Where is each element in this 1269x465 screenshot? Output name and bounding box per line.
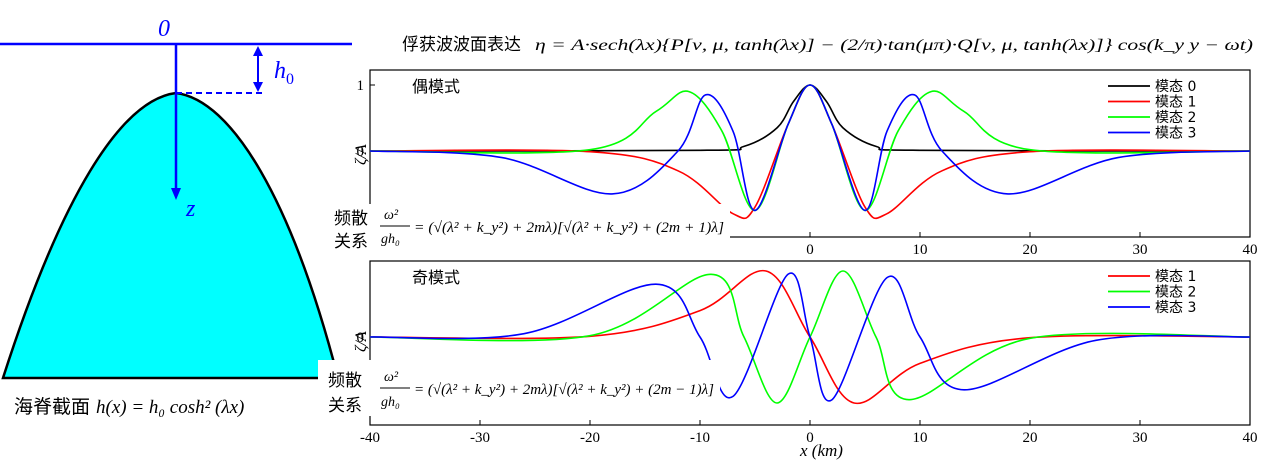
header-title: 俘获波波面表达 <box>402 35 521 55</box>
even-x-tick-label: 40 <box>1243 242 1258 258</box>
header-formula: η = A·sech(λx){P[ν, μ, tanh(λx)] − (2/π)… <box>535 37 1253 54</box>
even-y-tick-label: 0 <box>357 144 365 160</box>
z-axis-arrowhead <box>171 188 181 200</box>
ridge-shape <box>1 91 340 380</box>
odd-legend-label-2: 模态 3 <box>1155 300 1196 316</box>
depth-arrow-bottom <box>253 82 263 92</box>
even-series-line-3 <box>370 84 1250 212</box>
ridge-caption: 海脊截面 h(x) = h₀ cosh² (λx) <box>14 396 244 418</box>
odd-x-tick-label: -20 <box>580 430 600 446</box>
depth-arrow-top <box>253 46 263 56</box>
odd-legend-label-1: 模态 2 <box>1155 285 1196 301</box>
odd-x-tick-label: 20 <box>1023 430 1038 446</box>
z-axis-label: z <box>185 196 196 222</box>
even-x-tick-label: 0 <box>806 242 814 258</box>
even-x-tick-label: 10 <box>913 242 928 258</box>
even-series-lines <box>370 84 1250 220</box>
odd-chart-title: 奇模式 <box>412 268 460 287</box>
odd-x-tick-label: 40 <box>1243 430 1258 446</box>
even-series-line-0 <box>370 84 1250 152</box>
odd-x-tick-label: 0 <box>806 430 814 446</box>
even-dispersion-label-1: 频散 <box>334 209 368 229</box>
even-chart-title: 偶模式 <box>412 77 460 96</box>
even-legend-label-1: 模态 1 <box>1155 95 1196 111</box>
odd-x-tick-label: -30 <box>470 430 490 446</box>
odd-dispersion-relation: 频散 关系 ω² gh₀ = (√(λ² + k_y²) + 2mλ)[√(λ²… <box>318 360 720 416</box>
odd-y-tick-label: 0 <box>357 330 365 346</box>
odd-legend: 模态 1模态 2模态 3 <box>1108 269 1196 316</box>
depth-label: h0 <box>274 58 294 88</box>
odd-y-axis-label: ζ/A <box>353 331 370 352</box>
even-y-axis-label: ζ/A <box>353 144 370 165</box>
even-dispersion-bg <box>328 204 730 250</box>
wave-formula-header: 俘获波波面表达 η = A·sech(λx){P[ν, μ, tanh(λx)]… <box>402 35 1253 55</box>
even-legend-label-3: 模态 3 <box>1155 126 1196 142</box>
even-x-tick-label: 30 <box>1133 242 1148 258</box>
even-legend-label-2: 模态 2 <box>1155 110 1196 126</box>
odd-dispersion-lhs-num: ω² <box>384 370 399 385</box>
even-y-tick-label: 1 <box>357 78 365 94</box>
odd-dispersion-lhs-den: gh₀ <box>381 395 400 410</box>
odd-axis-ticks: -40 -30 -20 -10 0 10 20 30 40 0 <box>357 330 1258 446</box>
odd-x-tick-label: -10 <box>690 430 710 446</box>
odd-series-line-2 <box>370 272 1250 402</box>
odd-mode-chart: 奇模式 ζ/A -40 -30 -20 -10 0 10 20 30 40 0 模态 1模态 2模… <box>353 260 1258 460</box>
even-mode-chart: 偶模式 ζ/A 0 10 20 30 40 0 1 模态 0模态 1模态 2模态 3 <box>353 69 1258 258</box>
odd-dispersion-label-2: 关系 <box>328 396 362 416</box>
even-legend: 模态 0模态 1模态 2模态 3 <box>1108 79 1196 142</box>
even-dispersion-label-2: 关系 <box>334 232 368 252</box>
even-dispersion-lhs-num: ω² <box>384 208 399 223</box>
even-x-tick-label: 20 <box>1023 242 1038 258</box>
even-dispersion-lhs-den: gh₀ <box>381 232 400 247</box>
odd-series-lines <box>370 269 1250 405</box>
odd-legend-label-0: 模态 1 <box>1155 269 1196 285</box>
odd-x-tick-label: -40 <box>360 430 380 446</box>
even-dispersion-relation: 频散 关系 ω² gh₀ = (√(λ² + k_y²) + 2mλ)[√(λ²… <box>328 204 730 252</box>
even-dispersion-rhs: = (√(λ² + k_y²) + 2mλ)[√(λ² + k_y²) + (2… <box>414 220 724 236</box>
odd-dispersion-rhs: = (√(λ² + k_y²) + 2mλ)[√(λ² + k_y²) + (2… <box>414 382 714 398</box>
odd-x-tick-label: 30 <box>1133 430 1148 446</box>
even-series-line-2 <box>370 84 1250 212</box>
odd-x-tick-label: 10 <box>913 430 928 446</box>
even-legend-label-0: 模态 0 <box>1155 79 1196 95</box>
ridge-panel: 0 z h0 海脊截面 h(x) = h₀ cosh² (λx) <box>0 16 352 418</box>
even-axis-ticks: 0 10 20 30 40 0 1 <box>357 78 1258 258</box>
odd-x-axis-label: x (km) <box>799 441 843 460</box>
odd-dispersion-label-1: 频散 <box>328 371 362 391</box>
sea-level-label: 0 <box>158 16 170 42</box>
